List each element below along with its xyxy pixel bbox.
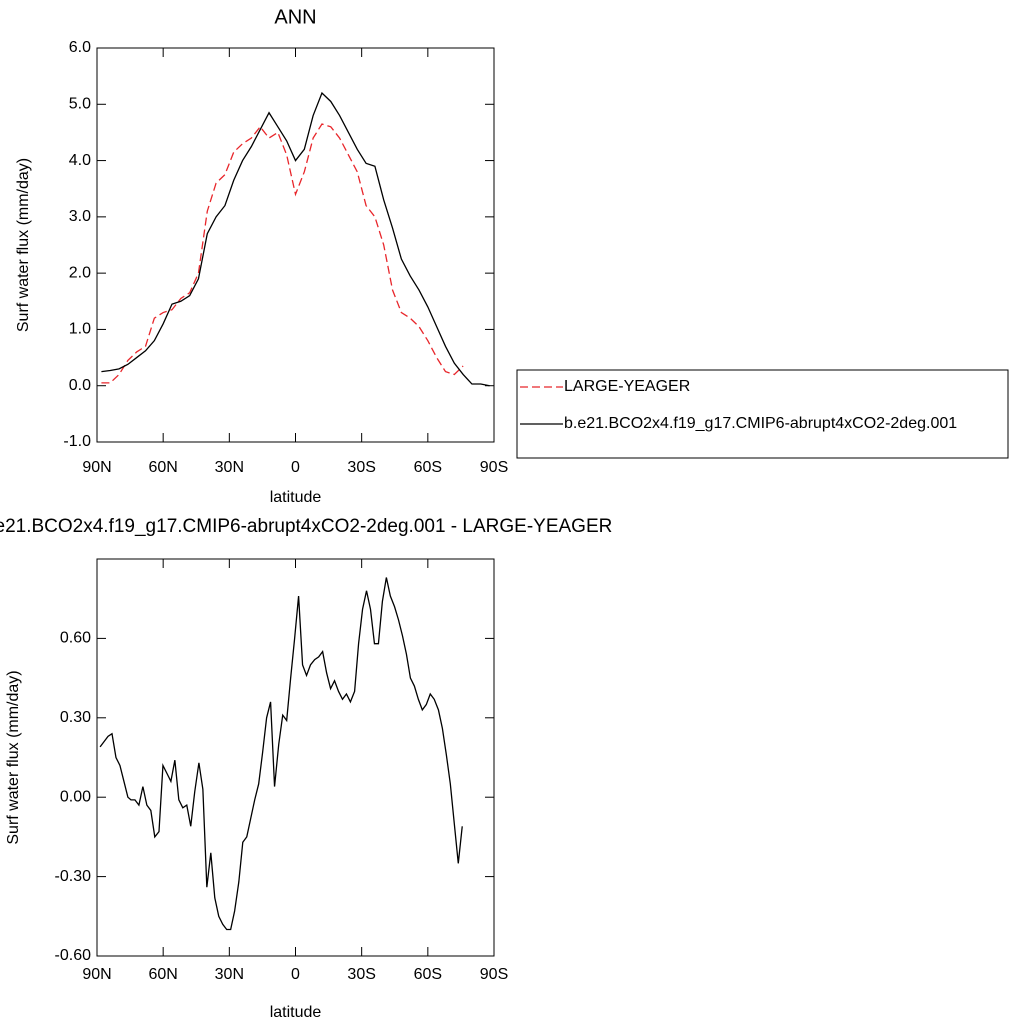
- y-tick-label: 5.0: [69, 96, 91, 113]
- y-tick-label: -1.0: [63, 433, 91, 450]
- x-axis-label: latitude: [270, 489, 322, 506]
- y-tick-label: 6.0: [69, 39, 91, 56]
- x-tick-label: 90S: [480, 459, 508, 476]
- y-tick-label: 0.00: [60, 788, 91, 805]
- x-tick-label: 60N: [148, 459, 177, 476]
- x-tick-label: 30N: [215, 459, 244, 476]
- x-tick-label: 30S: [347, 966, 375, 983]
- y-tick-label: 3.0: [69, 208, 91, 225]
- y-tick-label: 0.60: [60, 630, 91, 647]
- legend-box: [516, 369, 1009, 459]
- data-line: [99, 577, 463, 931]
- x-tick-label: 0: [291, 966, 300, 983]
- y-tick-label: 4.0: [69, 152, 91, 169]
- plot-frame: [96, 558, 495, 957]
- x-tick-label: 90N: [82, 966, 111, 983]
- data-line: [101, 123, 464, 384]
- y-tick-label: 1.0: [69, 321, 91, 338]
- x-axis-label: latitude: [270, 1004, 322, 1021]
- y-tick-label: 2.0: [69, 264, 91, 281]
- x-tick-label: 90S: [480, 966, 508, 983]
- y-tick-label: 0.0: [69, 377, 91, 394]
- chart-title: ANN: [274, 6, 316, 28]
- plot-frame: [96, 47, 495, 443]
- x-tick-label: 30N: [215, 966, 244, 983]
- data-line: [101, 91, 490, 387]
- chart-title: b.e21.BCO2x4.f19_g17.CMIP6-abrupt4xCO2-2…: [0, 516, 612, 537]
- y-tick-label: 0.30: [60, 709, 91, 726]
- x-tick-label: 60S: [414, 966, 442, 983]
- legend-label: LARGE-YEAGER: [564, 378, 690, 395]
- y-axis-label: Surf water flux (mm/day): [5, 670, 22, 844]
- x-tick-label: 30S: [347, 459, 375, 476]
- y-axis-label: Surf water flux (mm/day): [15, 158, 32, 332]
- x-tick-label: 90N: [82, 459, 111, 476]
- y-tick-label: -0.60: [55, 947, 92, 964]
- y-tick-label: -0.30: [55, 868, 92, 885]
- x-tick-label: 60S: [414, 459, 442, 476]
- x-tick-label: 60N: [148, 966, 177, 983]
- legend-label: b.e21.BCO2x4.f19_g17.CMIP6-abrupt4xCO2-2…: [564, 415, 957, 432]
- x-tick-label: 0: [291, 459, 300, 476]
